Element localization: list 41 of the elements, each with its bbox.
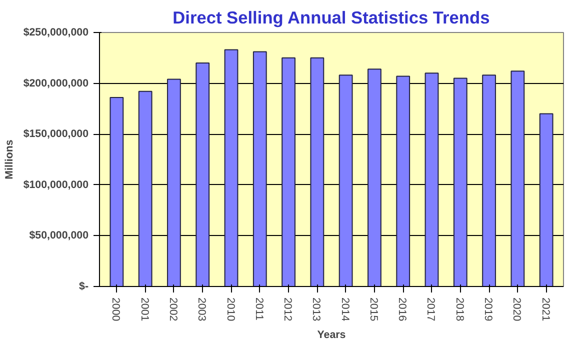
- x-tick-label: 2012: [282, 298, 294, 322]
- x-tick-label: 2010: [224, 298, 236, 322]
- x-tick-label: 2000: [110, 298, 122, 322]
- bar: [453, 78, 468, 286]
- x-axis-title: Years: [317, 329, 346, 342]
- x-tick-label: 2014: [338, 298, 351, 322]
- x-tick-label: 2018: [453, 298, 466, 322]
- y-tick-label: $150,000,000: [23, 128, 89, 140]
- x-tick-label: 2021: [539, 298, 552, 322]
- bar: [510, 70, 525, 286]
- bar: [196, 62, 210, 286]
- bar: [424, 72, 439, 286]
- x-tick-label: 2003: [196, 298, 208, 322]
- bar: [310, 57, 324, 286]
- bar: [224, 49, 238, 286]
- bar: [252, 51, 267, 286]
- x-tick-label: 2011: [252, 298, 265, 320]
- bar: [539, 113, 554, 286]
- y-axis-title: Millions: [3, 140, 16, 180]
- bar: [167, 78, 181, 286]
- x-tick-label: 2001: [138, 298, 150, 322]
- bar: [110, 97, 124, 286]
- bar: [338, 74, 353, 286]
- bar: [138, 90, 152, 286]
- bar: [368, 68, 382, 286]
- x-tick-label: 2016: [396, 298, 408, 322]
- bar: [482, 74, 496, 286]
- x-tick-label: 2002: [166, 298, 179, 322]
- bar: [396, 76, 410, 286]
- x-tick-label: 2015: [367, 298, 380, 322]
- y-tick-label: $-: [79, 280, 89, 292]
- x-tick-label: 2013: [310, 298, 322, 322]
- x-tick-label: 2019: [482, 298, 494, 322]
- y-tick-label: $100,000,000: [23, 178, 89, 191]
- y-tick-label: $250,000,000: [23, 26, 89, 38]
- y-tick-label: $200,000,000: [23, 77, 89, 90]
- chart-title: Direct Selling Annual Statistics Trends: [172, 8, 490, 28]
- x-tick-label: 2017: [424, 298, 437, 322]
- y-tick-label: $50,000,000: [29, 230, 89, 242]
- bar: [282, 57, 296, 286]
- x-tick-label: 2020: [510, 298, 523, 322]
